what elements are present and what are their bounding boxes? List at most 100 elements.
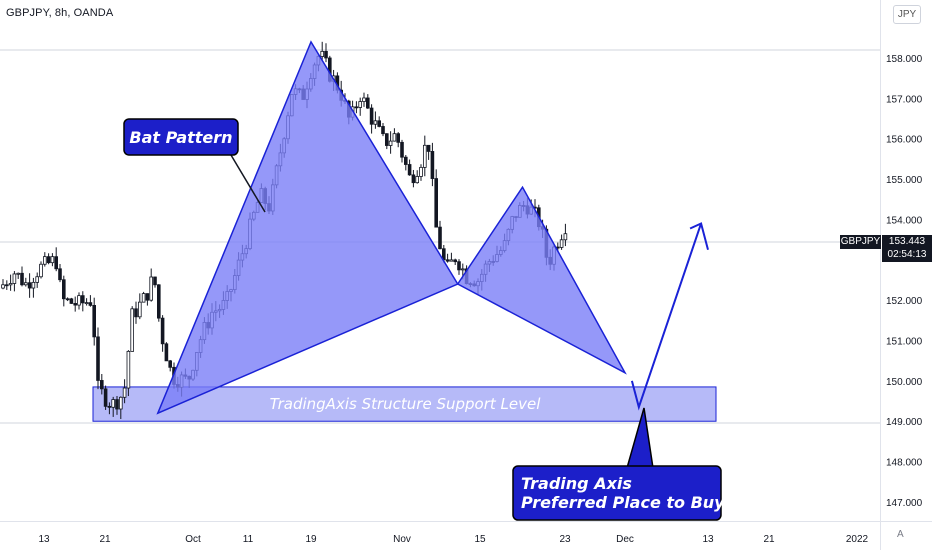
candle-down xyxy=(100,380,104,390)
x-tick-label: 23 xyxy=(559,534,571,545)
candle-up xyxy=(149,276,154,301)
candle-down xyxy=(153,276,157,286)
candle-up xyxy=(392,133,397,142)
projection-arrowhead xyxy=(689,222,709,250)
x-tick-label: 13 xyxy=(38,534,50,545)
bat-pattern-xab xyxy=(156,40,459,415)
candle-up xyxy=(126,350,131,389)
buy-callout-line2: Preferred Place to Buy xyxy=(521,493,725,512)
candle-down xyxy=(396,133,400,143)
candle-down xyxy=(88,302,93,306)
current-price-tag: 153.443 02:54:13 xyxy=(882,235,932,262)
symbol-price-tag: GBPJPY xyxy=(840,235,881,249)
candle-down xyxy=(457,261,461,271)
candle-down xyxy=(134,308,138,318)
candle-down xyxy=(5,284,9,287)
candle-down xyxy=(145,293,150,301)
candle-down xyxy=(164,343,169,362)
x-tick-label: 21 xyxy=(99,534,111,545)
candle-up xyxy=(563,233,568,241)
candle-up xyxy=(130,308,135,352)
y-tick-label: 158.000 xyxy=(886,54,923,65)
candle-up xyxy=(449,259,454,262)
candle-down xyxy=(411,174,416,184)
candle-down xyxy=(46,256,51,264)
x-tick-label: 11 xyxy=(243,534,254,545)
y-tick-label: 152.000 xyxy=(886,296,923,307)
candle-down xyxy=(453,259,457,263)
auto-scale-button[interactable]: A xyxy=(897,529,904,540)
candle-down xyxy=(426,144,431,152)
projection-path xyxy=(630,223,703,411)
candle-up xyxy=(77,295,81,306)
candle-down xyxy=(160,317,165,345)
candle-down xyxy=(168,360,173,368)
x-tick-label: 2022 xyxy=(846,534,869,545)
candle-up xyxy=(137,301,142,318)
candle-down xyxy=(115,399,119,410)
y-tick-label: 149.000 xyxy=(886,417,923,428)
y-tick-label: 147.000 xyxy=(886,498,923,509)
candle-up xyxy=(559,239,564,248)
candle-down xyxy=(381,126,385,135)
bat-pattern-bcd xyxy=(456,185,627,375)
candle-down xyxy=(369,107,374,125)
candle-down xyxy=(384,133,389,146)
y-tick-label: 157.000 xyxy=(886,94,923,105)
candle-up xyxy=(415,176,419,184)
candle-up xyxy=(320,50,324,57)
candle-up xyxy=(419,166,423,177)
candle-down xyxy=(65,298,70,301)
candle-down xyxy=(107,405,112,408)
bar-countdown: 02:54:13 xyxy=(887,249,927,260)
y-tick-label: 155.000 xyxy=(886,175,923,186)
candle-down xyxy=(403,156,408,165)
candle-up xyxy=(122,387,127,398)
candle-down xyxy=(58,268,62,281)
candle-up xyxy=(35,276,39,283)
candle-down xyxy=(354,106,359,109)
x-tick-label: 15 xyxy=(474,534,486,545)
candle-down xyxy=(73,303,78,306)
candle-down xyxy=(27,282,32,289)
current-price-value: 153.443 xyxy=(888,236,926,247)
candle-up xyxy=(362,97,366,102)
candle-down xyxy=(156,284,161,319)
candle-down xyxy=(430,151,435,179)
candle-down xyxy=(400,141,404,158)
buy-callout-box xyxy=(512,465,722,521)
candle-down xyxy=(365,97,370,109)
candle-up xyxy=(119,396,123,410)
candle-up xyxy=(23,282,28,286)
candle-up xyxy=(16,272,20,275)
candle-up xyxy=(1,284,5,289)
candle-up xyxy=(31,281,36,289)
candle-up xyxy=(111,399,116,408)
candle-down xyxy=(96,336,100,381)
y-tick-label: 151.000 xyxy=(886,337,923,348)
candle-down xyxy=(445,259,450,262)
symbol-label: GBPJPY, 8h, OANDA xyxy=(6,7,114,19)
buy-callout-line1: Trading Axis xyxy=(521,474,632,493)
candle-up xyxy=(141,293,146,303)
x-tick-label: 21 xyxy=(763,534,775,545)
candle-up xyxy=(39,263,43,278)
candle-down xyxy=(407,164,412,176)
candle-down xyxy=(81,295,85,304)
x-tick-label: 13 xyxy=(702,534,714,545)
x-tick-label: 19 xyxy=(305,534,317,545)
callout-pointer xyxy=(227,149,266,213)
candle-up xyxy=(12,273,17,284)
y-tick-label: 150.000 xyxy=(886,377,923,388)
y-tick-label: 148.000 xyxy=(886,458,923,469)
candle-up xyxy=(43,256,47,265)
callout-box xyxy=(123,118,239,156)
y-tick-label: 156.000 xyxy=(886,135,923,146)
candle-down xyxy=(69,298,74,304)
y-tick-label: 154.000 xyxy=(886,215,923,226)
candle-down xyxy=(438,226,442,250)
currency-button[interactable]: JPY xyxy=(893,5,921,24)
